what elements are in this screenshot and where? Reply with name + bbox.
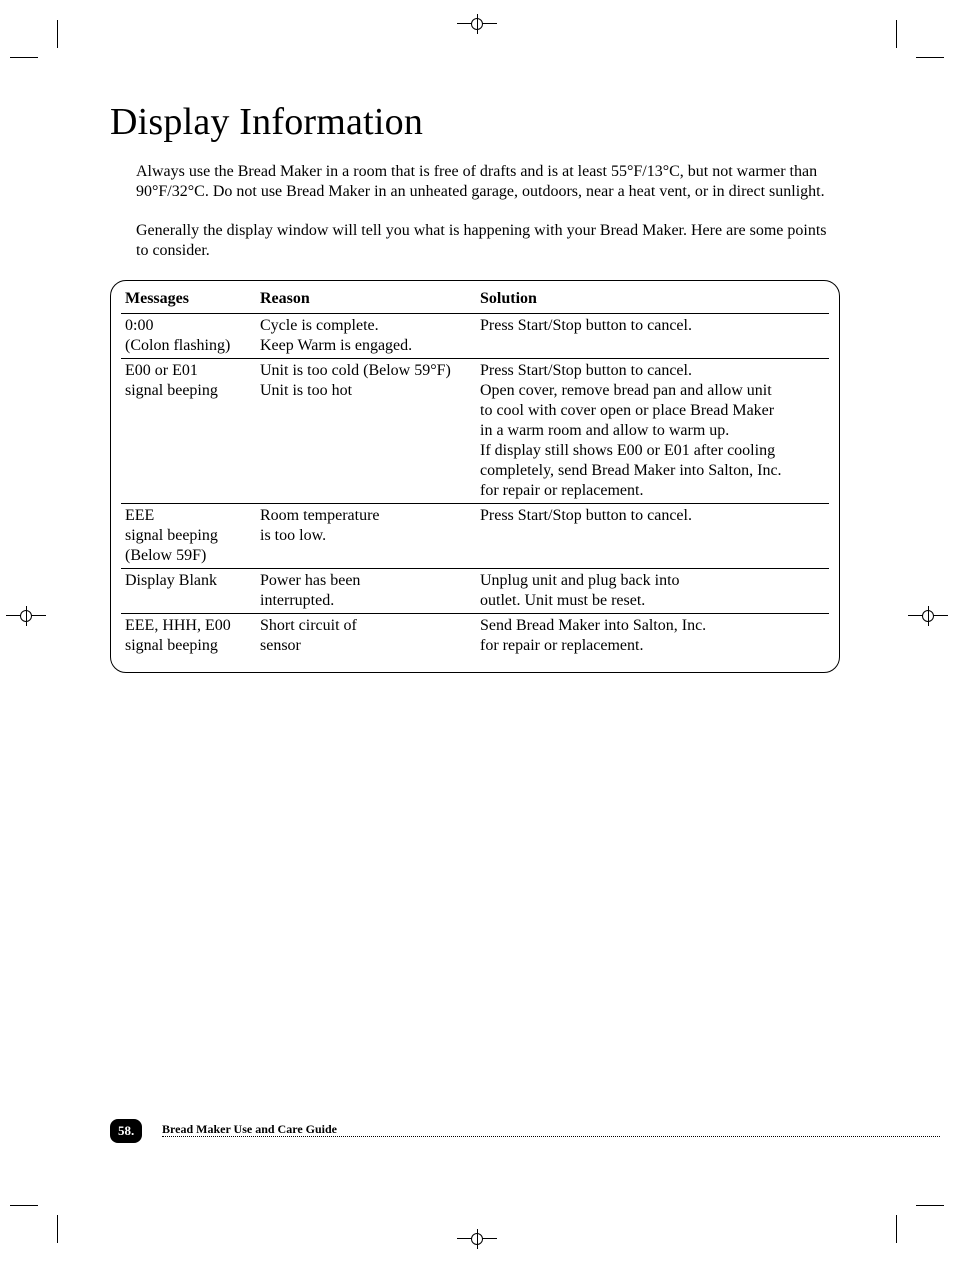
cell-line: is too low. xyxy=(260,526,472,546)
table-row: E00 or E01signal beepingUnit is too cold… xyxy=(121,358,829,503)
table-row: 0:00(Colon flashing)Cycle is complete.Ke… xyxy=(121,313,829,358)
col-header-reason: Reason xyxy=(256,287,476,314)
table-cell: EEEsignal beeping(Below 59F) xyxy=(121,503,256,568)
display-messages-table: Messages Reason Solution 0:00(Colon flas… xyxy=(110,280,840,673)
page-content: Display Information Always use the Bread… xyxy=(110,100,850,673)
registration-mark-top xyxy=(457,14,497,34)
cell-line: outlet. Unit must be reset. xyxy=(480,591,825,611)
footer-guide-title: Bread Maker Use and Care Guide xyxy=(162,1122,337,1137)
cell-line: signal beeping xyxy=(125,636,252,656)
cell-line: 0:00 xyxy=(125,316,252,336)
cell-line: Unit is too cold (Below 59°F) xyxy=(260,361,472,381)
page-title: Display Information xyxy=(110,100,850,144)
table-cell: Press Start/Stop button to cancel. xyxy=(476,503,829,568)
intro-block: Always use the Bread Maker in a room tha… xyxy=(136,162,836,262)
table-cell: 0:00(Colon flashing) xyxy=(121,313,256,358)
cell-line: Cycle is complete. xyxy=(260,316,472,336)
crop-mark xyxy=(57,20,58,48)
crop-mark xyxy=(57,1215,58,1243)
crop-mark xyxy=(896,20,897,48)
table-row: EEE, HHH, E00signal beepingShort circuit… xyxy=(121,613,829,658)
registration-mark-left xyxy=(6,606,46,626)
intro-paragraph: Always use the Bread Maker in a room tha… xyxy=(136,162,836,203)
page-number-badge: 58. xyxy=(110,1119,142,1143)
crop-mark xyxy=(10,57,38,58)
cell-line: to cool with cover open or place Bread M… xyxy=(480,401,825,421)
cell-line: If display still shows E00 or E01 after … xyxy=(480,441,825,461)
cell-line: Unplug unit and plug back into xyxy=(480,571,825,591)
crop-mark xyxy=(916,57,944,58)
cell-line: for repair or replacement. xyxy=(480,636,825,656)
cell-line: interrupted. xyxy=(260,591,472,611)
cell-line: Send Bread Maker into Salton, Inc. xyxy=(480,616,825,636)
cell-line: Short circuit of xyxy=(260,616,472,636)
cell-line: in a warm room and allow to warm up. xyxy=(480,421,825,441)
cell-line: Unit is too hot xyxy=(260,381,472,401)
cell-line: (Below 59F) xyxy=(125,546,252,566)
crop-mark xyxy=(916,1205,944,1206)
table-cell: Short circuit ofsensor xyxy=(256,613,476,658)
cell-line: for repair or replacement. xyxy=(480,481,825,501)
intro-paragraph: Generally the display window will tell y… xyxy=(136,221,836,262)
cell-line: Press Start/Stop button to cancel. xyxy=(480,506,825,526)
col-header-solution: Solution xyxy=(476,287,829,314)
table-cell: EEE, HHH, E00signal beeping xyxy=(121,613,256,658)
cell-line: signal beeping xyxy=(125,526,252,546)
table-cell: Press Start/Stop button to cancel. xyxy=(476,313,829,358)
cell-line: sensor xyxy=(260,636,472,656)
table: Messages Reason Solution 0:00(Colon flas… xyxy=(121,287,829,658)
footer-dotted-rule xyxy=(162,1136,940,1137)
table-cell: Power has beeninterrupted. xyxy=(256,568,476,613)
registration-mark-right xyxy=(908,606,948,626)
cell-line: signal beeping xyxy=(125,381,252,401)
cell-line: Display Blank xyxy=(125,571,252,591)
cell-line: EEE, HHH, E00 xyxy=(125,616,252,636)
table-cell: Press Start/Stop button to cancel.Open c… xyxy=(476,358,829,503)
table-cell: E00 or E01signal beeping xyxy=(121,358,256,503)
table-cell: Cycle is complete.Keep Warm is engaged. xyxy=(256,313,476,358)
table-cell: Unit is too cold (Below 59°F)Unit is too… xyxy=(256,358,476,503)
table-cell: Unplug unit and plug back intooutlet. Un… xyxy=(476,568,829,613)
cell-line: Press Start/Stop button to cancel. xyxy=(480,316,825,336)
col-header-messages: Messages xyxy=(121,287,256,314)
table-row: Display BlankPower has beeninterrupted.U… xyxy=(121,568,829,613)
cell-line: EEE xyxy=(125,506,252,526)
table-cell: Room temperatureis too low. xyxy=(256,503,476,568)
cell-line: E00 or E01 xyxy=(125,361,252,381)
page-footer: 58. Bread Maker Use and Care Guide xyxy=(110,1119,850,1145)
cell-line: Keep Warm is engaged. xyxy=(260,336,472,356)
cell-line: Power has been xyxy=(260,571,472,591)
cell-line: Room temperature xyxy=(260,506,472,526)
crop-mark xyxy=(896,1215,897,1243)
table-cell: Send Bread Maker into Salton, Inc.for re… xyxy=(476,613,829,658)
table-row: EEEsignal beeping(Below 59F)Room tempera… xyxy=(121,503,829,568)
registration-mark-bottom xyxy=(457,1229,497,1249)
table-header-row: Messages Reason Solution xyxy=(121,287,829,314)
table-cell: Display Blank xyxy=(121,568,256,613)
cell-line: (Colon flashing) xyxy=(125,336,252,356)
cell-line: Open cover, remove bread pan and allow u… xyxy=(480,381,825,401)
crop-mark xyxy=(10,1205,38,1206)
cell-line: Press Start/Stop button to cancel. xyxy=(480,361,825,381)
cell-line: completely, send Bread Maker into Salton… xyxy=(480,461,825,481)
